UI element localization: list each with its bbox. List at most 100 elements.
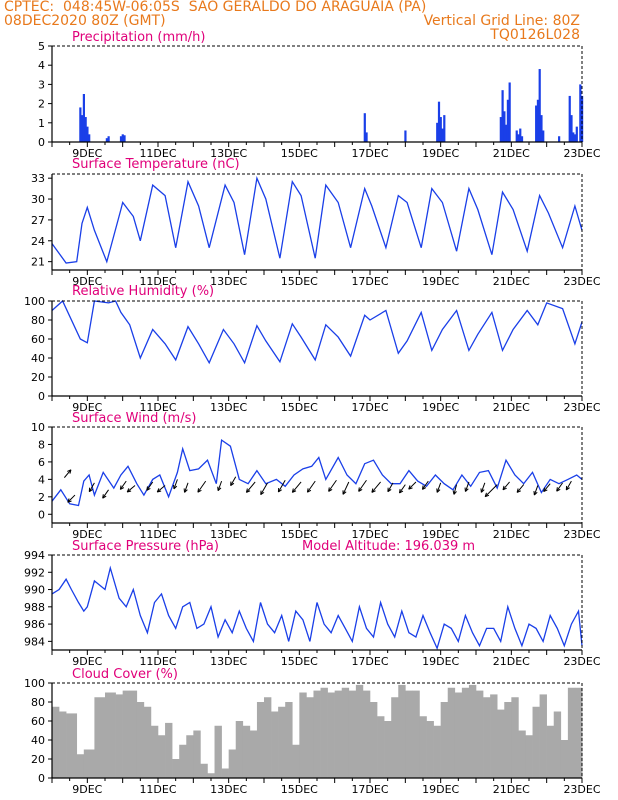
precip-bar (501, 90, 504, 142)
y-tick-label: 0 (38, 136, 45, 149)
wind-arrow (358, 479, 367, 492)
panel-title: Surface Pressure (hPa) (72, 539, 219, 554)
panel-title: Surface Wind (m/s) (72, 411, 196, 426)
precip-bar (79, 107, 82, 142)
header-station: CPTEC: 048:45W-06:05S SAO GERALDO DO ARA… (4, 0, 427, 15)
precip-bar (86, 126, 89, 142)
wind-arrow (197, 480, 207, 493)
wind-arrow (146, 481, 154, 491)
cloud-cover-bar (242, 725, 251, 778)
x-tick-label: 15DEC (281, 401, 318, 414)
x-tick-label: 21DEC (493, 147, 530, 160)
wind-arrow (306, 480, 316, 493)
x-tick-label: 17DEC (351, 147, 388, 160)
cloud-cover-bar (384, 721, 392, 778)
y-tick-label: 30 (31, 193, 45, 206)
cloud-cover-bar (468, 684, 477, 778)
wind-arrow (328, 479, 337, 492)
x-tick-label: 21DEC (493, 528, 530, 541)
wind-arrow (260, 482, 268, 496)
y-tick-label: 984 (24, 635, 45, 648)
cloud-cover-bar (249, 730, 258, 778)
cloud-cover-bar (454, 692, 463, 778)
x-tick-label: 15DEC (281, 147, 318, 160)
x-tick-label: 23DEC (563, 655, 600, 668)
x-tick-label: 9DEC (72, 528, 102, 541)
wind-arrow (408, 481, 417, 490)
wind-arrow (88, 482, 95, 493)
wind-arrow (156, 485, 166, 493)
x-tick-label: 17DEC (351, 655, 388, 668)
x-tick-label: 9DEC (72, 147, 102, 160)
precip-bar (519, 128, 522, 142)
precip-bar (517, 134, 520, 142)
wind-arrow (484, 484, 498, 498)
y-tick-label: 988 (24, 601, 45, 614)
y-tick-label: 0 (38, 508, 45, 521)
cloud-cover-bar (348, 690, 357, 778)
cloud-cover-bar (66, 713, 78, 778)
precip-bar (439, 117, 442, 142)
cloud-cover-bar (278, 706, 286, 778)
cloud-cover-bar (370, 702, 378, 778)
precip-bar (123, 135, 126, 142)
precip-bar (88, 134, 91, 142)
cloud-cover-bar (518, 730, 526, 778)
cloud-cover-bar (574, 687, 583, 778)
wind-arrow (67, 494, 76, 503)
precip-bar (506, 99, 509, 142)
y-tick-label: 24 (31, 235, 45, 248)
cloud-cover-bar (207, 773, 215, 778)
x-tick-label: 21DEC (493, 655, 530, 668)
x-tick-label: 9DEC (72, 401, 102, 414)
header-model-id: TQ0126L028 (490, 27, 580, 43)
cloud-cover-bar (567, 687, 576, 778)
precip-bar (443, 115, 446, 142)
cloud-cover-bar (52, 706, 60, 778)
y-tick-label: 2 (38, 98, 45, 111)
y-tick-label: 10 (31, 421, 45, 434)
cloud-cover-bar (426, 721, 434, 778)
wind-arrow (102, 489, 109, 499)
cloud-cover-bar (83, 749, 95, 778)
x-tick-label: 19DEC (422, 147, 459, 160)
y-tick-label: 8 (38, 438, 45, 451)
x-tick-label: 11DEC (139, 147, 176, 160)
y-tick-label: 20 (31, 371, 45, 384)
x-tick-label: 23DEC (563, 275, 600, 288)
cloud-cover-bar (391, 697, 399, 778)
x-tick-label: 21DEC (493, 275, 530, 288)
precip-bar (441, 128, 444, 142)
cloud-cover-bar (419, 716, 427, 778)
panel-title: Cloud Cover (%) (72, 667, 178, 682)
wind-arrow (245, 481, 256, 493)
cloud-cover-bar (76, 754, 85, 778)
cloud-cover-bar (122, 690, 131, 778)
y-tick-label: 100 (24, 295, 45, 308)
x-tick-label: 11DEC (139, 275, 176, 288)
x-tick-label: 13DEC (210, 401, 247, 414)
wind-arrow (565, 480, 572, 491)
x-tick-label: 15DEC (281, 275, 318, 288)
x-tick-label: 19DEC (422, 528, 459, 541)
cloud-cover-bar (129, 690, 138, 778)
x-tick-label: 19DEC (422, 401, 459, 414)
series-line (51, 438, 583, 507)
wind-arrow (516, 484, 525, 493)
precip-bar (363, 113, 366, 142)
cloud-cover-bar (405, 690, 413, 778)
precip-bar (107, 136, 110, 142)
wind-arrow (119, 480, 127, 490)
y-tick-label: 40 (31, 352, 45, 365)
x-tick-label: 19DEC (422, 275, 459, 288)
series-line (51, 299, 583, 365)
wind-arrow (371, 481, 381, 493)
wind-arrow (502, 481, 510, 491)
x-tick-label: 11DEC (139, 528, 176, 541)
x-tick-label: 9DEC (72, 783, 102, 796)
y-tick-label: 40 (31, 734, 45, 747)
cloud-cover-bar (341, 687, 350, 778)
y-tick-label: 992 (24, 566, 45, 579)
y-tick-label: 80 (31, 696, 45, 709)
cloud-cover-bar (433, 725, 441, 778)
